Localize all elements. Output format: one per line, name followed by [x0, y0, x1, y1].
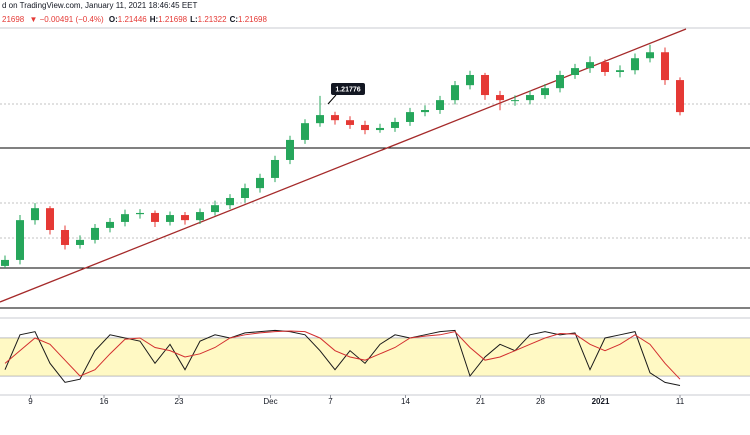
x-tick-label: 28 [536, 397, 545, 406]
candle-body [421, 110, 429, 113]
candle-body [436, 100, 444, 111]
candle-body [61, 230, 69, 245]
ohlc-label: O: [109, 15, 118, 24]
x-tick-label: 7 [328, 397, 333, 406]
candle-body [361, 124, 369, 131]
candle-body [91, 227, 99, 240]
candle-body [376, 127, 384, 131]
candles [1, 44, 684, 269]
candle-body [106, 221, 114, 228]
candle-body [196, 212, 204, 221]
stoch-band [0, 337, 750, 377]
candle-body [631, 58, 639, 71]
x-tick-label: 9 [28, 397, 33, 406]
x-tick-label: Dec [263, 397, 277, 406]
x-tick-label: 23 [175, 397, 184, 406]
x-tick-label: 2021 [592, 397, 610, 406]
candle-body [271, 159, 279, 178]
candle-body [226, 197, 234, 206]
candle-body [346, 120, 354, 125]
x-tick-label: 14 [401, 397, 410, 406]
candle-body [571, 68, 579, 75]
ohlc-value: 1.21698 [158, 15, 187, 24]
candle-body [181, 215, 189, 221]
stoch-line [4, 330, 681, 380]
stochastic [0, 329, 750, 387]
ohlc-line: 21698 ▼ −0.00491 (−0.4%) O:1.21446 H:1.21… [2, 15, 268, 24]
candle-body [676, 80, 684, 113]
annotation: 1.21776 [335, 86, 360, 93]
ohlc-label: C: [230, 15, 238, 24]
candle-body [151, 212, 159, 222]
candle-body [526, 95, 534, 101]
candle-body [451, 85, 459, 101]
candle-body [46, 208, 54, 231]
candle-body [556, 74, 564, 89]
candle-body [586, 62, 594, 69]
x-tick-label: 21 [476, 397, 485, 406]
candle-body [31, 208, 39, 221]
candle-body [661, 52, 669, 81]
price-change: ▼ −0.00491 (−0.4%) [29, 15, 104, 24]
candle-body [16, 220, 24, 260]
ohlc-value: 1.21446 [118, 15, 147, 24]
ohlc-value: 1.21322 [198, 15, 227, 24]
candle-body [646, 52, 654, 59]
candle-body [211, 205, 219, 213]
candle-body [511, 100, 519, 102]
candle-body [466, 74, 474, 86]
annotation-pointer [327, 94, 337, 105]
candle-body [121, 214, 129, 222]
candle-body [481, 74, 489, 96]
annotation-box [331, 83, 365, 95]
candle-body [1, 259, 9, 266]
candle-body [286, 139, 294, 160]
candle-body [406, 112, 414, 122]
x-tick-label: 16 [100, 397, 109, 406]
candle-body [616, 70, 624, 72]
candle-body [316, 115, 324, 124]
x-axis: 9 16 23 Dec 7 14 21 28 2021 11 [28, 395, 685, 406]
candle-body [166, 215, 174, 222]
last-price: 21698 [2, 15, 25, 24]
candle-body [76, 239, 84, 245]
ohlc-label: H: [150, 15, 158, 24]
candle-body [541, 88, 549, 96]
candle-body [496, 95, 504, 101]
candle-body [301, 123, 309, 140]
ohlc-value: 1.21698 [238, 15, 267, 24]
candle-body [601, 62, 609, 72]
x-tick-label: 11 [676, 397, 685, 406]
header: d on TradingView.com, January 11, 2021 1… [2, 1, 198, 10]
candle-body [331, 115, 339, 121]
candle-body [391, 121, 399, 128]
candle-body [256, 177, 264, 189]
ohlc-label: L: [190, 15, 198, 24]
candle-body [241, 188, 249, 198]
candle-body [136, 212, 144, 215]
